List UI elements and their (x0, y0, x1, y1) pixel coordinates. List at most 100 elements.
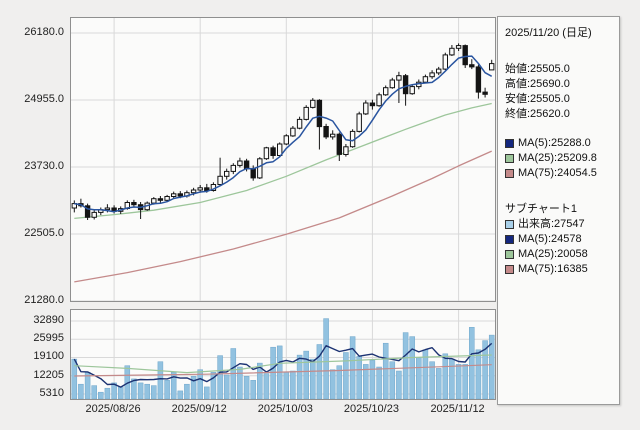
candle-up (104, 207, 111, 211)
candle-up (409, 86, 415, 95)
volume-bar (197, 369, 203, 399)
axis-tick-label: 12205 (33, 368, 64, 381)
candle-up (489, 63, 495, 71)
axis-tick-label: 2025/11/12 (430, 403, 485, 415)
volume-bar (310, 358, 316, 399)
volume-bar (263, 373, 270, 399)
volume-bar (210, 372, 217, 399)
candle-up (277, 143, 283, 156)
volume-legend: 出来高:27547 (505, 217, 612, 232)
candle-up (217, 175, 223, 186)
volume-bar (131, 378, 137, 399)
candle-up (455, 45, 462, 49)
volume-bar (296, 354, 303, 399)
price-ma75-label: MA(75):24054.5 (518, 167, 597, 179)
candle-up (442, 54, 449, 70)
volume-bar (204, 386, 210, 399)
candle-up (449, 47, 455, 56)
candle-down (157, 198, 164, 201)
volume-bar (363, 364, 369, 399)
volume-bar (316, 344, 323, 399)
candle-up (197, 187, 203, 191)
candle-down (336, 133, 343, 155)
candle-down (462, 45, 468, 66)
high-value: 高値:25690.0 (505, 78, 570, 90)
candle-up (343, 146, 349, 156)
volume-chart-canvas (71, 310, 495, 399)
candle-up (356, 113, 362, 132)
volume-bar (98, 391, 104, 399)
volume-subchart[interactable] (70, 309, 496, 400)
volume-bar (475, 349, 482, 399)
volume-bar (243, 376, 250, 399)
volume-bar (376, 366, 382, 399)
price-ma25-legend: MA(25):25209.8 (505, 151, 612, 166)
candle-down (177, 193, 183, 197)
volume-bar (349, 336, 356, 399)
volume-bar (151, 385, 157, 399)
volume-ma75-swatch-icon (505, 265, 514, 274)
ma75-swatch-icon (505, 169, 514, 178)
price-ma75-legend: MA(75):24054.5 (505, 166, 612, 181)
ma-line-MA(25) (74, 354, 492, 374)
candle-up (257, 158, 263, 179)
volume-bar (389, 361, 396, 399)
axis-tick-label: 5310 (39, 386, 64, 399)
quote-info-panel: 2025/11/20 (日足) 始値:25505.0 高値:25690.0 安値… (497, 16, 620, 405)
volume-bar (369, 360, 376, 399)
volume-bar (91, 385, 97, 399)
volume-bar (170, 372, 177, 399)
volume-label: 出来高:27547 (518, 218, 585, 230)
candle-down (243, 160, 250, 170)
candle-down (84, 205, 91, 218)
ma25-swatch-icon (505, 154, 514, 163)
volume-bar (190, 376, 197, 399)
price-ma5-label: MA(5):25288.0 (518, 137, 591, 149)
volume-bar (184, 383, 190, 399)
volume-bar (429, 361, 435, 399)
volume-bar (283, 372, 290, 399)
volume-ma5-legend: MA(5):24578 (505, 232, 612, 247)
volume-bar (104, 387, 111, 399)
volume-bar (290, 370, 296, 399)
candle-up (310, 99, 316, 108)
candle-up (303, 106, 309, 120)
candle-up (436, 68, 442, 74)
axis-tick-label: 2025/10/23 (343, 403, 399, 415)
volume-bar (435, 368, 442, 399)
ma-line-MA(25) (74, 102, 492, 220)
candle-up (389, 79, 396, 89)
candlestick-chart-canvas (71, 18, 495, 301)
candle-up (230, 164, 237, 172)
volume-bar (442, 353, 449, 399)
candle-up (283, 135, 290, 145)
volume-swatch-icon (505, 220, 514, 229)
volume-bar (223, 374, 230, 399)
candle-up (383, 87, 389, 96)
close-value: 終値:25620.0 (505, 108, 570, 120)
candle-down (270, 147, 276, 157)
axis-tick-label: 32890 (33, 313, 64, 326)
volume-ma75-label: MA(75):16385 (518, 263, 588, 275)
candle-up (263, 147, 270, 160)
candle-up (171, 193, 177, 198)
axis-tick-label: 24955.0 (24, 92, 64, 105)
volume-bar (329, 369, 336, 399)
volume-ma25-legend: MA(25):20058 (505, 247, 612, 262)
candle-down (475, 66, 482, 93)
ma-line-MA(5) (74, 55, 493, 213)
axis-tick-label: 26180.0 (24, 25, 64, 38)
volume-ma25-label: MA(25):20058 (518, 248, 588, 260)
volume-bar (396, 370, 402, 399)
ma5-swatch-icon (505, 139, 514, 148)
volume-bar (257, 362, 263, 399)
candle-up (330, 133, 336, 138)
volume-bar (144, 383, 150, 399)
main-price-chart[interactable] (70, 17, 496, 302)
volume-bar (343, 352, 349, 399)
candle-down (323, 126, 329, 138)
volume-bar (488, 334, 495, 399)
volume-bar (157, 361, 164, 399)
volume-bar (455, 364, 462, 399)
